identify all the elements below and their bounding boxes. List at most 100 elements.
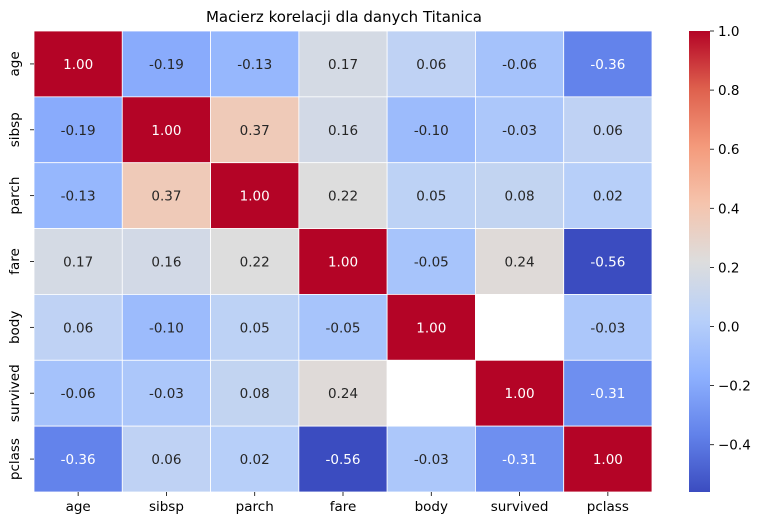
- heatmap-cell: [121, 359, 211, 427]
- cell-value-label: -0.06: [502, 57, 537, 73]
- colorbar-tick-label: 0.4: [718, 201, 739, 217]
- cell-value-label: 0.02: [593, 189, 623, 205]
- cell-value-label: 0.02: [240, 452, 270, 468]
- heatmap-cell: [475, 294, 565, 361]
- heatmap-cell: [33, 425, 123, 493]
- y-tick-label: pclass: [7, 438, 23, 480]
- heatmap-cell: [563, 425, 653, 493]
- cell-value-label: -0.31: [590, 386, 625, 402]
- heatmap-cell: [121, 162, 211, 229]
- cell-value-label: -0.05: [414, 255, 449, 271]
- cell-value-label: 0.06: [416, 57, 446, 73]
- cell-value-label: 0.37: [240, 123, 270, 139]
- heatmap-cell: [210, 359, 300, 427]
- cell-value-label: -0.56: [326, 452, 361, 468]
- heatmap-cell: [33, 228, 123, 295]
- heatmap-cell-labels: 1.00 -0.19 -0.13 0.17 0.06 -0.06 -0.36 -0.19 1.0…: [61, 57, 626, 468]
- colorbar: 1.0 0.8 0.6 0.4 0.2 0.0 −0.2 −0.4: [689, 24, 751, 492]
- cell-value-label: -0.06: [61, 386, 96, 402]
- cell-value-label: 0.24: [505, 255, 535, 271]
- heatmap-cell: [475, 96, 565, 164]
- colorbar-tick-label: 0.2: [718, 260, 739, 276]
- heatmap-cell: [475, 228, 565, 295]
- cell-value-label: 0.37: [151, 189, 181, 205]
- cell-value-label: 0.16: [151, 255, 181, 271]
- heatmap-cell: [298, 162, 388, 229]
- x-tick-label: age: [66, 499, 91, 515]
- colorbar-tick-label: 0.0: [718, 320, 739, 336]
- colorbar-tick-label: −0.4: [718, 438, 751, 454]
- heatmap-cell: [475, 30, 565, 98]
- heatmap-cell: [210, 294, 300, 361]
- cell-value-label: 1.00: [416, 320, 446, 336]
- colorbar-gradient: [689, 31, 710, 492]
- y-tick-label: age: [7, 51, 23, 76]
- heatmap-cell: [563, 294, 653, 361]
- cell-value-label: -0.03: [414, 452, 449, 468]
- cell-value-label: -0.19: [149, 57, 184, 73]
- heatmap-cell: [563, 162, 653, 229]
- cell-value-label: -0.03: [502, 123, 537, 139]
- x-tick-label: parch: [236, 499, 274, 515]
- colorbar-tick-label: 1.0: [718, 24, 739, 40]
- heatmap-cell: [386, 96, 476, 164]
- x-tick-label: sibsp: [149, 499, 184, 515]
- y-tick-label: parch: [7, 177, 23, 215]
- x-tick-label: body: [415, 499, 448, 515]
- cell-value-label: 0.05: [240, 320, 270, 336]
- cell-value-label: 1.00: [151, 123, 181, 139]
- cell-value-label: 0.06: [151, 452, 181, 468]
- cell-value-label: 0.24: [328, 386, 358, 402]
- heatmap-cell: [121, 228, 211, 295]
- y-tick-label: fare: [7, 248, 23, 275]
- heatmap-cell: [210, 162, 300, 229]
- chart-title: Macierz korelacji dla danych Titanica: [206, 8, 482, 26]
- cell-value-label: 0.05: [416, 189, 446, 205]
- heatmap-cell: [563, 96, 653, 164]
- x-tick-label: fare: [330, 499, 357, 515]
- heatmap-cell: [386, 30, 476, 98]
- colorbar-tick-label: −0.2: [718, 379, 751, 395]
- cell-value-label: 0.16: [328, 123, 358, 139]
- heatmap-cell: [563, 228, 653, 295]
- cell-value-label: 0.06: [63, 320, 93, 336]
- heatmap-cell: [121, 30, 211, 98]
- heatmap-cell: [298, 30, 388, 98]
- heatmap-cells: [33, 30, 653, 493]
- heatmap-cell: [386, 425, 476, 493]
- cell-value-label: 0.22: [240, 255, 270, 271]
- cell-value-label: 0.17: [328, 57, 358, 73]
- heatmap-cell: [563, 359, 653, 427]
- cell-value-label: -0.05: [326, 320, 361, 336]
- heatmap-cell: [386, 162, 476, 229]
- cell-value-label: -0.13: [237, 57, 272, 73]
- heatmap-cell: [475, 425, 565, 493]
- heatmap-cell: [475, 162, 565, 229]
- cell-value-label: 0.22: [328, 189, 358, 205]
- x-tick-label: pclass: [587, 499, 629, 515]
- colorbar-tick-label: 0.6: [718, 142, 739, 158]
- colorbar-tick-label: 0.8: [718, 83, 739, 99]
- cell-value-label: 0.06: [593, 123, 623, 139]
- cell-value-label: 1.00: [593, 452, 623, 468]
- cell-value-label: -0.03: [149, 386, 184, 402]
- y-axis: age sibsp parch fare body survived pclass: [7, 51, 34, 480]
- heatmap-cell: [210, 96, 300, 164]
- y-tick-label: survived: [7, 364, 23, 422]
- heatmap-cell: [33, 359, 123, 427]
- heatmap-cell: [298, 228, 388, 295]
- cell-value-label: 1.00: [63, 57, 93, 73]
- y-tick-label: sibsp: [7, 112, 23, 147]
- heatmap-cell: [298, 425, 388, 493]
- cell-value-label: -0.56: [590, 255, 625, 271]
- heatmap-cell: [33, 294, 123, 361]
- cell-value-label: 0.17: [63, 255, 93, 271]
- cell-value-label: 0.08: [240, 386, 270, 402]
- cell-value-label: -0.19: [61, 123, 96, 139]
- cell-value-label: 1.00: [328, 255, 358, 271]
- heatmap-cell: [210, 30, 300, 98]
- cell-value-label: -0.10: [149, 320, 184, 336]
- heatmap-cell: [210, 425, 300, 493]
